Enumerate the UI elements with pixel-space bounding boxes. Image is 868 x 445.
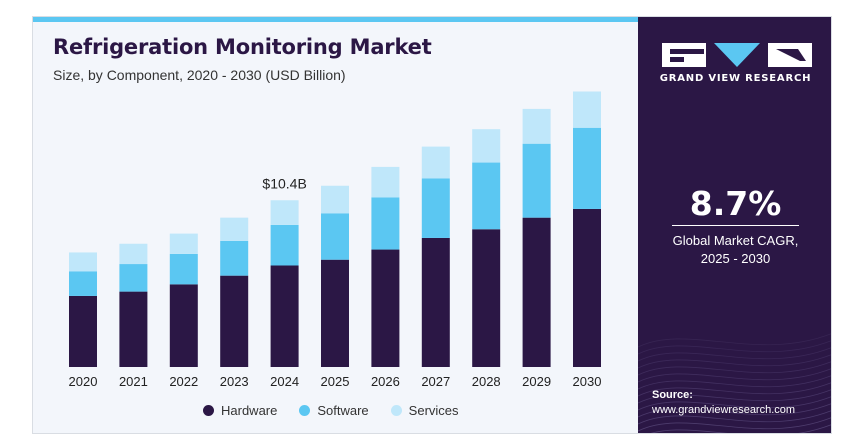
- bar-hardware-2028: [472, 229, 501, 367]
- legend-swatch-hardware: [203, 405, 214, 416]
- x-tick-label-2030: 2030: [573, 374, 602, 389]
- wave-line: [638, 396, 831, 411]
- source-url: www.grandviewresearch.com: [652, 404, 796, 416]
- chart-title: Refrigeration Monitoring Market: [53, 35, 432, 59]
- x-tick-label-2026: 2026: [371, 374, 400, 389]
- x-tick-label-2023: 2023: [220, 374, 249, 389]
- bar-software-2030: [573, 127, 601, 209]
- chart-panel: Refrigeration Monitoring Market Size, by…: [33, 17, 638, 433]
- wave-line: [638, 333, 831, 348]
- x-tick-label-2029: 2029: [522, 374, 551, 389]
- chart-subtitle: Size, by Component, 2020 - 2030 (USD Bil…: [53, 67, 346, 83]
- x-tick-label-2022: 2022: [169, 374, 198, 389]
- bar-services-2026: [371, 166, 400, 198]
- bar-software-2021: [119, 264, 148, 292]
- bar-hardware-2027: [421, 237, 450, 367]
- bar-software-2027: [421, 178, 450, 238]
- legend-label-software: Software: [317, 403, 369, 418]
- wave-line: [638, 389, 831, 404]
- bar-services-2021: [119, 243, 148, 265]
- legend-swatch-software: [299, 405, 311, 416]
- x-tick-label-2020: 2020: [69, 374, 98, 389]
- wave-line: [638, 403, 831, 418]
- bar-services-2028: [472, 129, 501, 163]
- bar-software-2020: [69, 271, 97, 296]
- legend-swatch-services: [390, 405, 402, 416]
- bar-software-2028: [472, 162, 501, 230]
- cagr-label-line2: 2025 - 2030: [700, 251, 771, 266]
- data-label-2024: $10.4B: [262, 175, 306, 191]
- wave-line: [638, 361, 831, 376]
- wave-line: [638, 340, 831, 355]
- bar-hardware-2025: [321, 259, 349, 367]
- bar-hardware-2021: [119, 291, 148, 367]
- bar-services-2025: [321, 185, 349, 214]
- bar-hardware-2022: [169, 284, 198, 367]
- bar-hardware-2030: [573, 208, 601, 367]
- side-panel: GRAND VIEW RESEARCH 8.7% Global Market C…: [638, 17, 831, 433]
- wave-line: [638, 417, 831, 432]
- legend-label-services: Services: [408, 403, 459, 418]
- bar-services-2023: [220, 217, 249, 241]
- cagr-label: Global Market CAGR, 2025 - 2030: [638, 232, 831, 268]
- decorative-wave-pattern: [638, 333, 831, 433]
- bar-services-2030: [573, 91, 601, 128]
- legend-item-hardware: Hardware: [203, 403, 277, 418]
- bar-software-2024: [270, 224, 299, 266]
- cagr-divider: [672, 225, 799, 226]
- bar-chart: 2020 2021 2022 2023 2024 $10.4B 2025 2026 2027 20…: [69, 91, 602, 389]
- wave-line: [638, 382, 831, 397]
- cagr-label-line1: Global Market CAGR,: [672, 233, 799, 248]
- source-label: Source:: [652, 389, 693, 401]
- bar-hardware-2023: [220, 275, 249, 367]
- cagr-value: 8.7%: [689, 184, 782, 223]
- bar-software-2022: [169, 253, 198, 285]
- bar-hardware-2024: [270, 265, 299, 367]
- x-tick-label-2025: 2025: [321, 374, 350, 389]
- bar-services-2029: [522, 108, 551, 144]
- bar-services-2022: [169, 233, 198, 254]
- x-tick-label-2021: 2021: [119, 374, 148, 389]
- bar-hardware-2029: [522, 217, 551, 367]
- wave-line: [650, 424, 831, 433]
- wave-line: [638, 347, 831, 362]
- legend-item-services: Services: [390, 403, 459, 418]
- x-tick-label-2027: 2027: [421, 374, 450, 389]
- chart-legend: Hardware Software Services: [203, 403, 459, 418]
- x-tick-label-2028: 2028: [472, 374, 501, 389]
- legend-item-software: Software: [299, 403, 369, 418]
- bar-services-2020: [69, 252, 97, 272]
- bar-services-2027: [421, 146, 450, 179]
- grand-view-research-logo-icon: [662, 43, 812, 67]
- wave-line: [638, 368, 831, 383]
- bar-services-2024: [270, 200, 299, 225]
- wave-line: [638, 375, 831, 390]
- bar-software-2023: [220, 240, 249, 276]
- wave-line: [638, 354, 831, 369]
- x-tick-label-2024: 2024: [270, 374, 299, 389]
- wave-line: [638, 410, 831, 425]
- bar-hardware-2026: [371, 249, 400, 367]
- bar-software-2025: [321, 213, 349, 260]
- legend-label-hardware: Hardware: [221, 403, 278, 418]
- brand-name: GRAND VIEW RESEARCH: [659, 73, 812, 84]
- accent-bar: [33, 17, 638, 22]
- bar-software-2029: [522, 143, 551, 218]
- bar-hardware-2020: [69, 295, 97, 367]
- bar-software-2026: [371, 197, 400, 250]
- infographic-card: Refrigeration Monitoring Market Size, by…: [32, 16, 832, 434]
